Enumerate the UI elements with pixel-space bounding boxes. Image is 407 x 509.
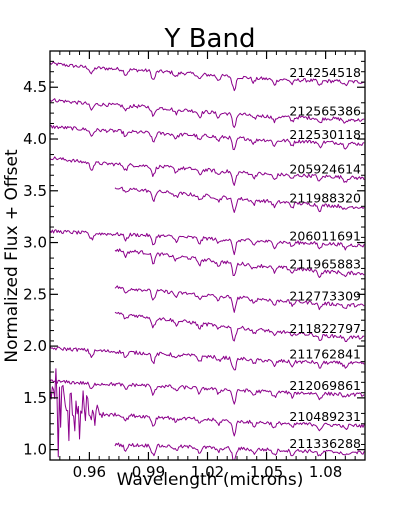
- y-tick-label: 4.5: [23, 78, 47, 96]
- spectrum-line: [114, 248, 365, 278]
- star-id-label: 212069861: [289, 378, 361, 393]
- spectrum-line: [50, 98, 365, 128]
- star-id-label: 211336288: [289, 436, 361, 451]
- y-tick-label: 3.5: [23, 182, 47, 200]
- star-id-label: 211988320: [289, 190, 361, 205]
- spectrum-line: [114, 186, 365, 213]
- star-id-label: 211762841: [289, 347, 361, 362]
- star-id-label: 212565386: [289, 103, 361, 118]
- x-axis-label: Wavelength (microns): [117, 470, 304, 490]
- star-id-label: 212530118: [289, 127, 361, 142]
- x-tick-label: 0.99: [132, 463, 165, 481]
- x-tick-label: 1.08: [309, 463, 342, 481]
- spectrum-line: [114, 311, 365, 342]
- spectrum-line: [50, 156, 365, 186]
- y-tick-label: 2.5: [23, 285, 47, 303]
- x-tick-label: 0.96: [73, 463, 106, 481]
- star-id-label: 211965883: [289, 257, 361, 272]
- star-id-label: 212773309: [289, 289, 361, 304]
- spectrum-line: [50, 124, 365, 151]
- spectrum-line: [114, 285, 365, 313]
- y-tick-label: 3.0: [23, 234, 47, 252]
- chart-title: Y Band: [164, 24, 256, 54]
- star-id-label: 210489231: [289, 409, 361, 424]
- y-tick-label: 2.0: [23, 337, 47, 355]
- spectrum-line: [50, 229, 365, 256]
- x-tick-label: 1.05: [250, 463, 283, 481]
- spectrum-line: [114, 442, 365, 460]
- y-tick-label: 1.0: [23, 441, 47, 459]
- x-tick-label: 1.02: [191, 463, 224, 481]
- star-id-label: 206011691: [289, 229, 361, 244]
- spectrum-line: [50, 379, 365, 405]
- y-tick-label: 4.0: [23, 130, 47, 148]
- spectrum-line: [50, 61, 365, 92]
- y-axis-label: Normalized Flux + Offset: [2, 149, 22, 363]
- spectrum-line: [50, 368, 365, 458]
- y-tick-label: 1.5: [23, 389, 47, 407]
- plot-area: [50, 61, 365, 460]
- spectrum-line: [50, 346, 365, 371]
- star-id-label: 214254518: [289, 65, 361, 80]
- star-id-label: 211822797: [289, 321, 361, 336]
- star-id-label: 205924614: [289, 161, 361, 176]
